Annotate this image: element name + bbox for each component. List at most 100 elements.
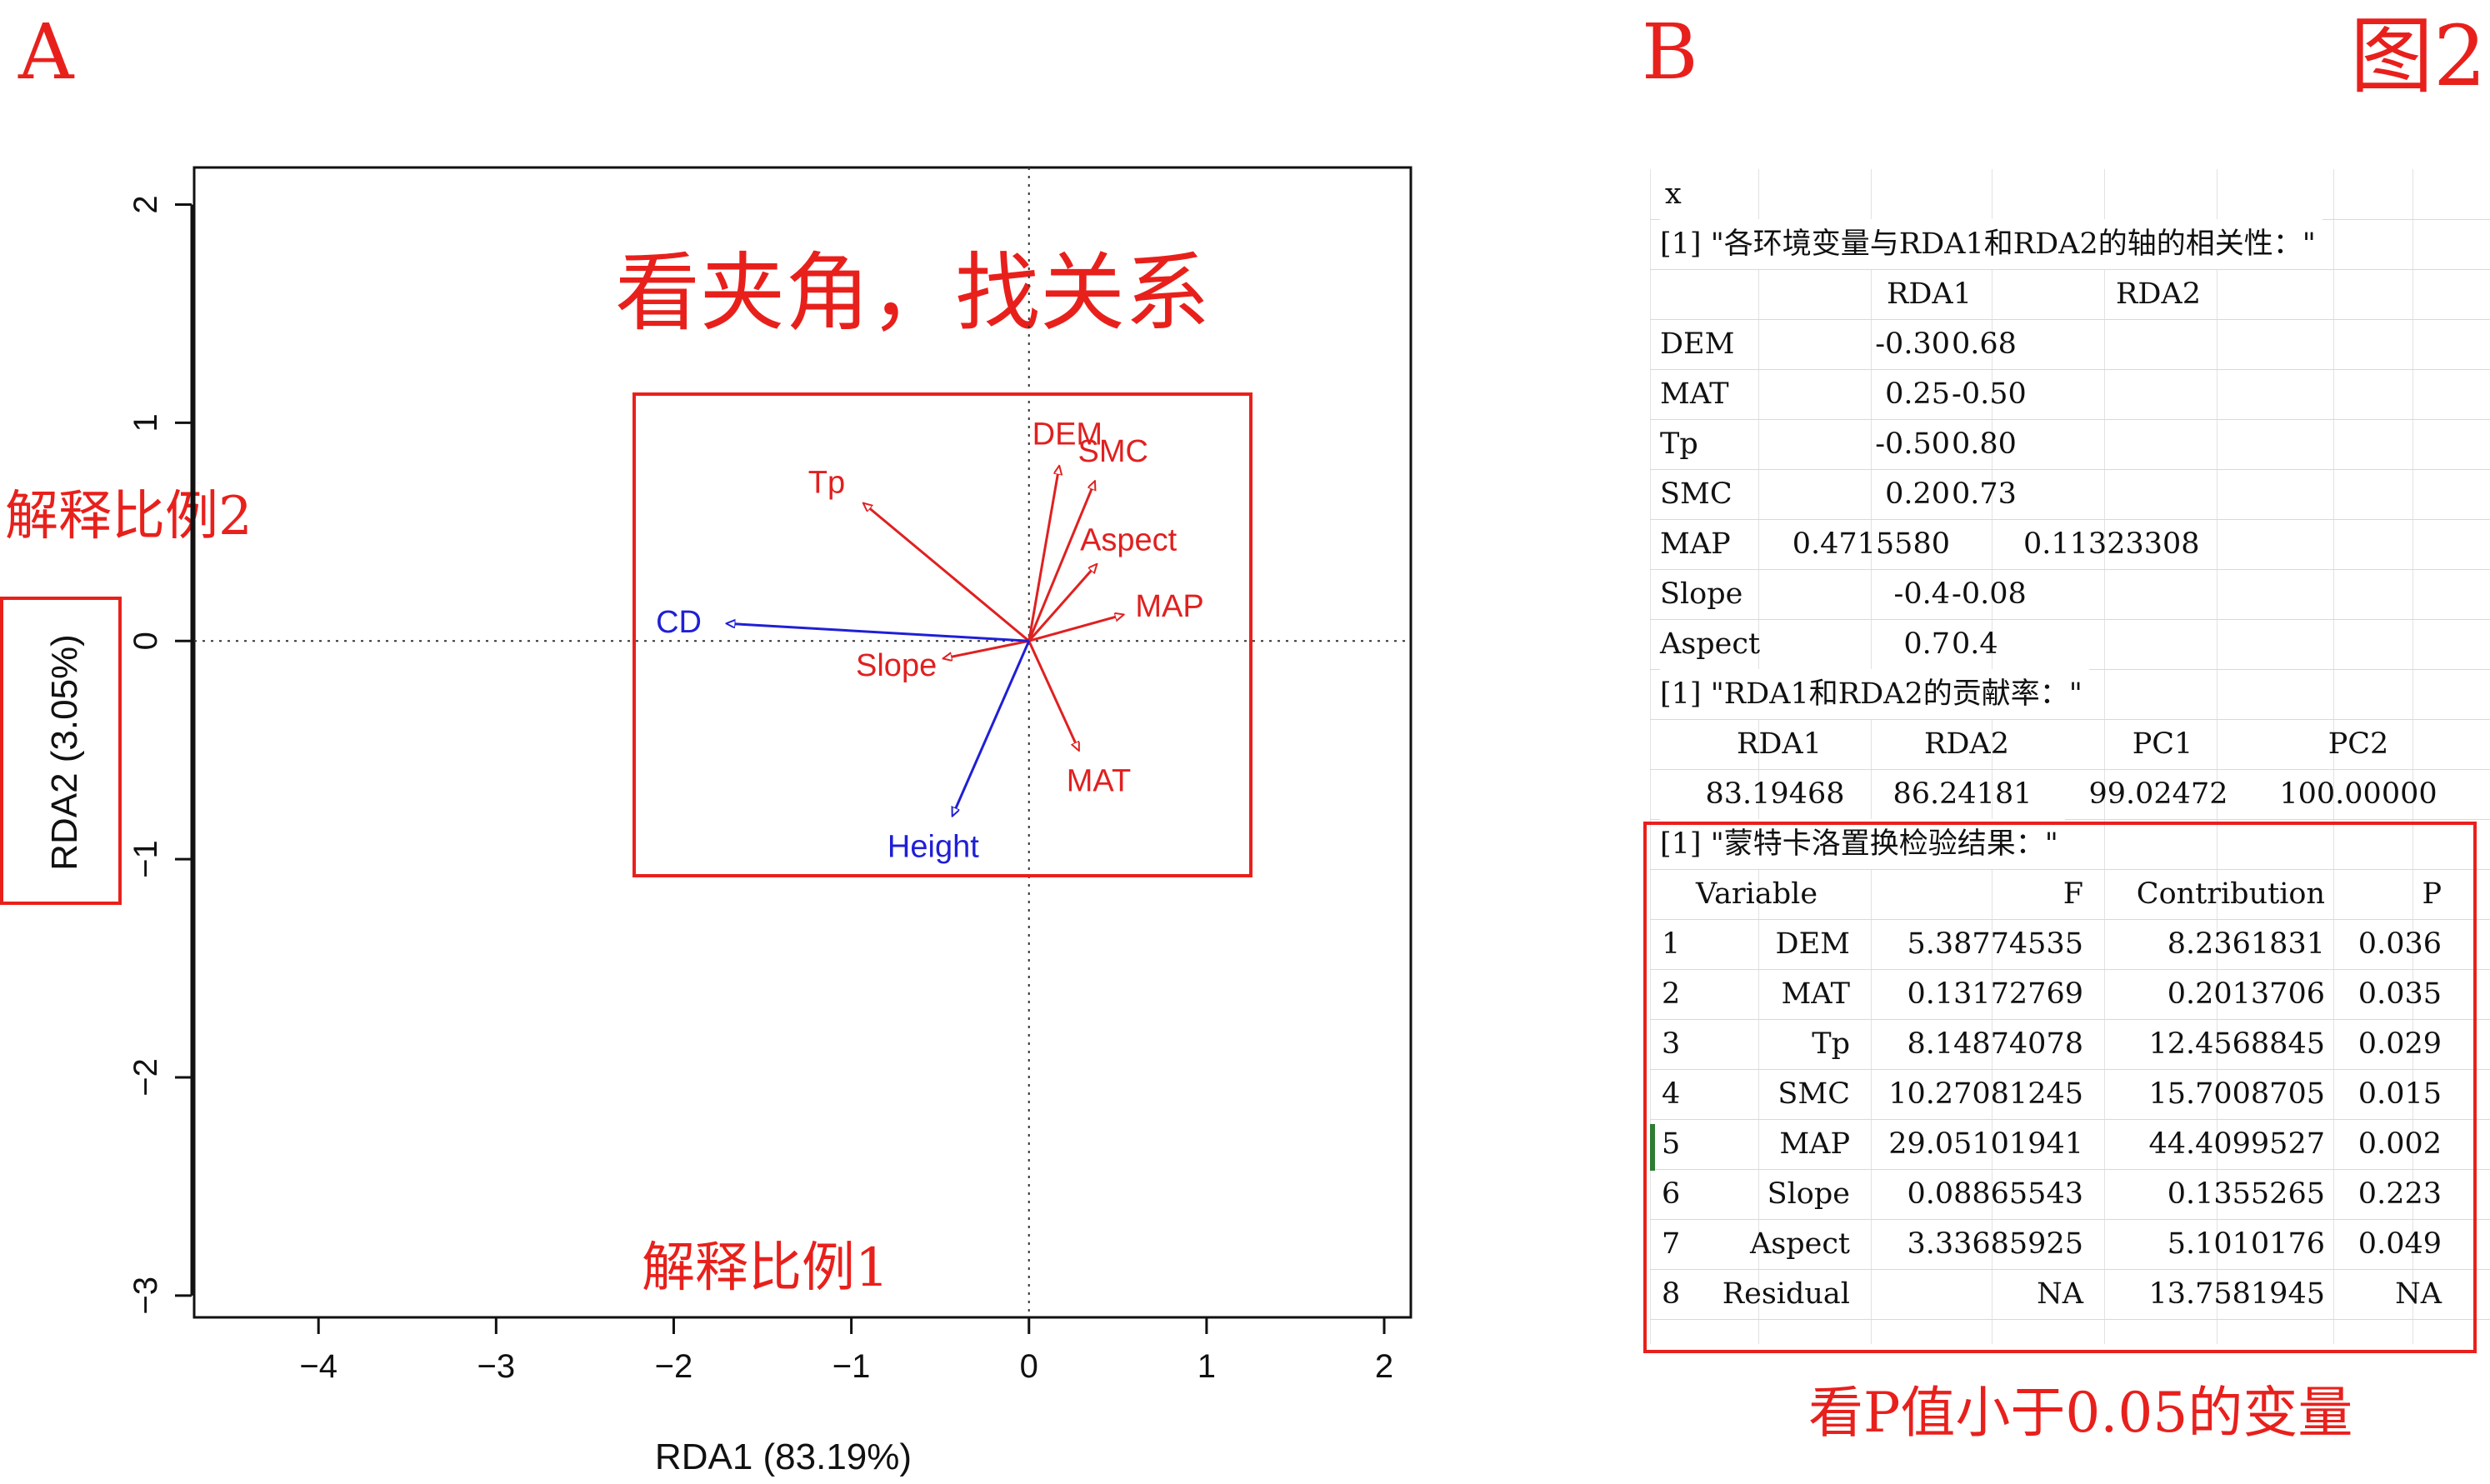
corr-var: Slope bbox=[1660, 577, 1743, 611]
vector-mat bbox=[1028, 640, 1079, 750]
vector-label-mat: MAT bbox=[1067, 764, 1131, 799]
mc-row: 7 Aspect 3.33685925 5.1010176 0.049 bbox=[1650, 1219, 2490, 1270]
vector-label-tp: Tp bbox=[808, 466, 845, 501]
mc-highlight-box bbox=[1643, 822, 2477, 1353]
x-tick-label: 0 bbox=[1020, 1348, 1038, 1385]
y-tick-label: 0 bbox=[128, 632, 164, 650]
vector-map bbox=[1028, 615, 1123, 642]
mc-index: 4 bbox=[1662, 1077, 1681, 1111]
mc-row: 2 MAT 0.13172769 0.2013706 0.035 bbox=[1650, 969, 2490, 1020]
mc-f: 8.14874078 bbox=[1907, 1027, 2083, 1061]
contrib-header-pc2: PC2 bbox=[2328, 727, 2389, 761]
result-spreadsheet: x [1] "各环境变量与RDA1和RDA2的轴的相关性：" RDA1 RDA2… bbox=[1650, 169, 2490, 1344]
mc-p: 0.223 bbox=[2358, 1177, 2442, 1211]
mc-f: 3.33685925 bbox=[1907, 1227, 2083, 1261]
x-tick-label: −1 bbox=[832, 1348, 871, 1385]
mc-header-variable: Variable bbox=[1696, 877, 1818, 911]
corr-row: Aspect 0.7 0.4 bbox=[1650, 619, 2490, 670]
corr-var: DEM bbox=[1660, 327, 1735, 361]
corr-var: Aspect bbox=[1660, 627, 1761, 661]
corr-title: [1] "各环境变量与RDA1和RDA2的轴的相关性：" bbox=[1660, 219, 2322, 269]
mc-row: 4 SMC 10.27081245 15.7008705 0.015 bbox=[1650, 1069, 2490, 1120]
corr-rda1: 0.25 bbox=[1885, 377, 1950, 411]
mc-index: 8 bbox=[1662, 1277, 1681, 1311]
sheet-header-row: x bbox=[1650, 169, 2490, 220]
vector-label-aspect: Aspect bbox=[1080, 523, 1178, 558]
y-tick-label: 1 bbox=[128, 413, 164, 432]
corr-rda2: 0.11323308 bbox=[2023, 527, 2200, 561]
vector-label-map: MAP bbox=[1135, 589, 1203, 624]
contrib-title: [1] "RDA1和RDA2的贡献率：" bbox=[1660, 669, 2089, 719]
corr-rda1: 0.20 bbox=[1885, 477, 1950, 511]
corr-rda2: 0.68 bbox=[1952, 327, 2017, 361]
mc-row: 6 Slope 0.08865543 0.1355265 0.223 bbox=[1650, 1169, 2490, 1220]
corr-rda1: 0.4715580 bbox=[1792, 527, 1950, 561]
mc-f: 0.08865543 bbox=[1907, 1177, 2083, 1211]
contrib-value-pc2: 100.00000 bbox=[2279, 777, 2438, 811]
mc-contribution: 0.1355265 bbox=[2167, 1177, 2325, 1211]
mc-p: 0.036 bbox=[2358, 927, 2442, 961]
mc-variable: MAT bbox=[1781, 977, 1850, 1011]
y-axis-title: RDA2 (3.05%) bbox=[44, 634, 85, 871]
vector-highlight-box bbox=[632, 392, 1252, 877]
contrib-value-rda2: 86.24181 bbox=[1892, 777, 2032, 811]
mc-variable: Residual bbox=[1722, 1277, 1850, 1311]
panel-label-b: B bbox=[1642, 7, 1698, 97]
mc-index: 1 bbox=[1662, 927, 1681, 961]
corr-var: MAT bbox=[1660, 377, 1729, 411]
mc-row: 5 MAP 29.05101941 44.4099527 0.002 bbox=[1650, 1119, 2490, 1170]
mc-contribution: 44.4099527 bbox=[2148, 1127, 2325, 1161]
mc-p: NA bbox=[2395, 1277, 2442, 1311]
corr-rda2: 0.73 bbox=[1952, 477, 2017, 511]
mc-contribution: 13.7581945 bbox=[2148, 1277, 2325, 1311]
y-tick-label: −3 bbox=[128, 1277, 164, 1315]
contrib-value-pc1: 99.02472 bbox=[2088, 777, 2228, 811]
x-tick-label: −2 bbox=[655, 1348, 693, 1385]
x-axis-title: RDA1 (83.19%) bbox=[655, 1437, 912, 1477]
corr-rda2: 0.4 bbox=[1952, 627, 1998, 661]
mc-index: 6 bbox=[1662, 1177, 1681, 1211]
p-value-note: 看P值小于0.05的变量 bbox=[1808, 1381, 2353, 1445]
mc-index: 3 bbox=[1662, 1027, 1681, 1061]
vector-tp bbox=[864, 503, 1030, 642]
explain-x-note: 解释比例1 bbox=[642, 1237, 889, 1299]
mc-header-f: F bbox=[2062, 877, 2083, 911]
vector-height bbox=[952, 640, 1031, 815]
contrib-values-row: 83.19468 86.24181 99.02472 100.00000 bbox=[1650, 769, 2490, 820]
corr-rda2: -0.50 bbox=[1952, 377, 2027, 411]
x-tick-label: −3 bbox=[478, 1348, 516, 1385]
mc-contribution: 15.7008705 bbox=[2148, 1077, 2325, 1111]
vector-label-slope: Slope bbox=[856, 648, 937, 683]
mc-row: 1 DEM 5.38774535 8.2361831 0.036 bbox=[1650, 919, 2490, 970]
mc-f: 5.38774535 bbox=[1907, 927, 2083, 961]
mc-f: 29.05101941 bbox=[1888, 1127, 2083, 1161]
contrib-header-row: RDA1 RDA2 PC1 PC2 bbox=[1650, 719, 2490, 770]
mc-variable: SMC bbox=[1778, 1077, 1850, 1111]
mc-p: 0.015 bbox=[2358, 1077, 2442, 1111]
y-tick-label: −2 bbox=[128, 1058, 164, 1097]
mc-contribution: 8.2361831 bbox=[2167, 927, 2325, 961]
x-tick-label: −4 bbox=[299, 1348, 338, 1385]
column-header-x[interactable]: x bbox=[1665, 177, 1682, 211]
vector-label-height: Height bbox=[888, 829, 979, 864]
x-axis: −4 −3 −2 −1 0 1 2 bbox=[299, 1316, 1393, 1385]
corr-row: MAP 0.4715580 0.11323308 bbox=[1650, 519, 2490, 570]
mc-variable: Aspect bbox=[1749, 1227, 1850, 1261]
mc-variable: Tp bbox=[1812, 1027, 1850, 1061]
vector-dem bbox=[1028, 467, 1059, 642]
corr-rda1: -0.30 bbox=[1875, 327, 1950, 361]
corr-var: Tp bbox=[1660, 427, 1698, 461]
corr-row: Slope -0.4 -0.08 bbox=[1650, 569, 2490, 620]
y-tick-label: 2 bbox=[128, 195, 164, 213]
mc-title: [1] "蒙特卡洛置换检验结果：" bbox=[1660, 819, 2065, 869]
mc-f: 0.13172769 bbox=[1907, 977, 2083, 1011]
mc-header-row: Variable F Contribution P bbox=[1650, 869, 2490, 920]
vector-label-smc: SMC bbox=[1078, 434, 1148, 469]
mc-p: 0.035 bbox=[2358, 977, 2442, 1011]
corr-rda1: -0.4 bbox=[1893, 577, 1951, 611]
mc-contribution: 12.4568845 bbox=[2148, 1027, 2325, 1061]
mc-variable: MAP bbox=[1779, 1127, 1850, 1161]
figure-label: 图2 bbox=[2350, 7, 2487, 105]
corr-rda2: 0.80 bbox=[1952, 427, 2017, 461]
